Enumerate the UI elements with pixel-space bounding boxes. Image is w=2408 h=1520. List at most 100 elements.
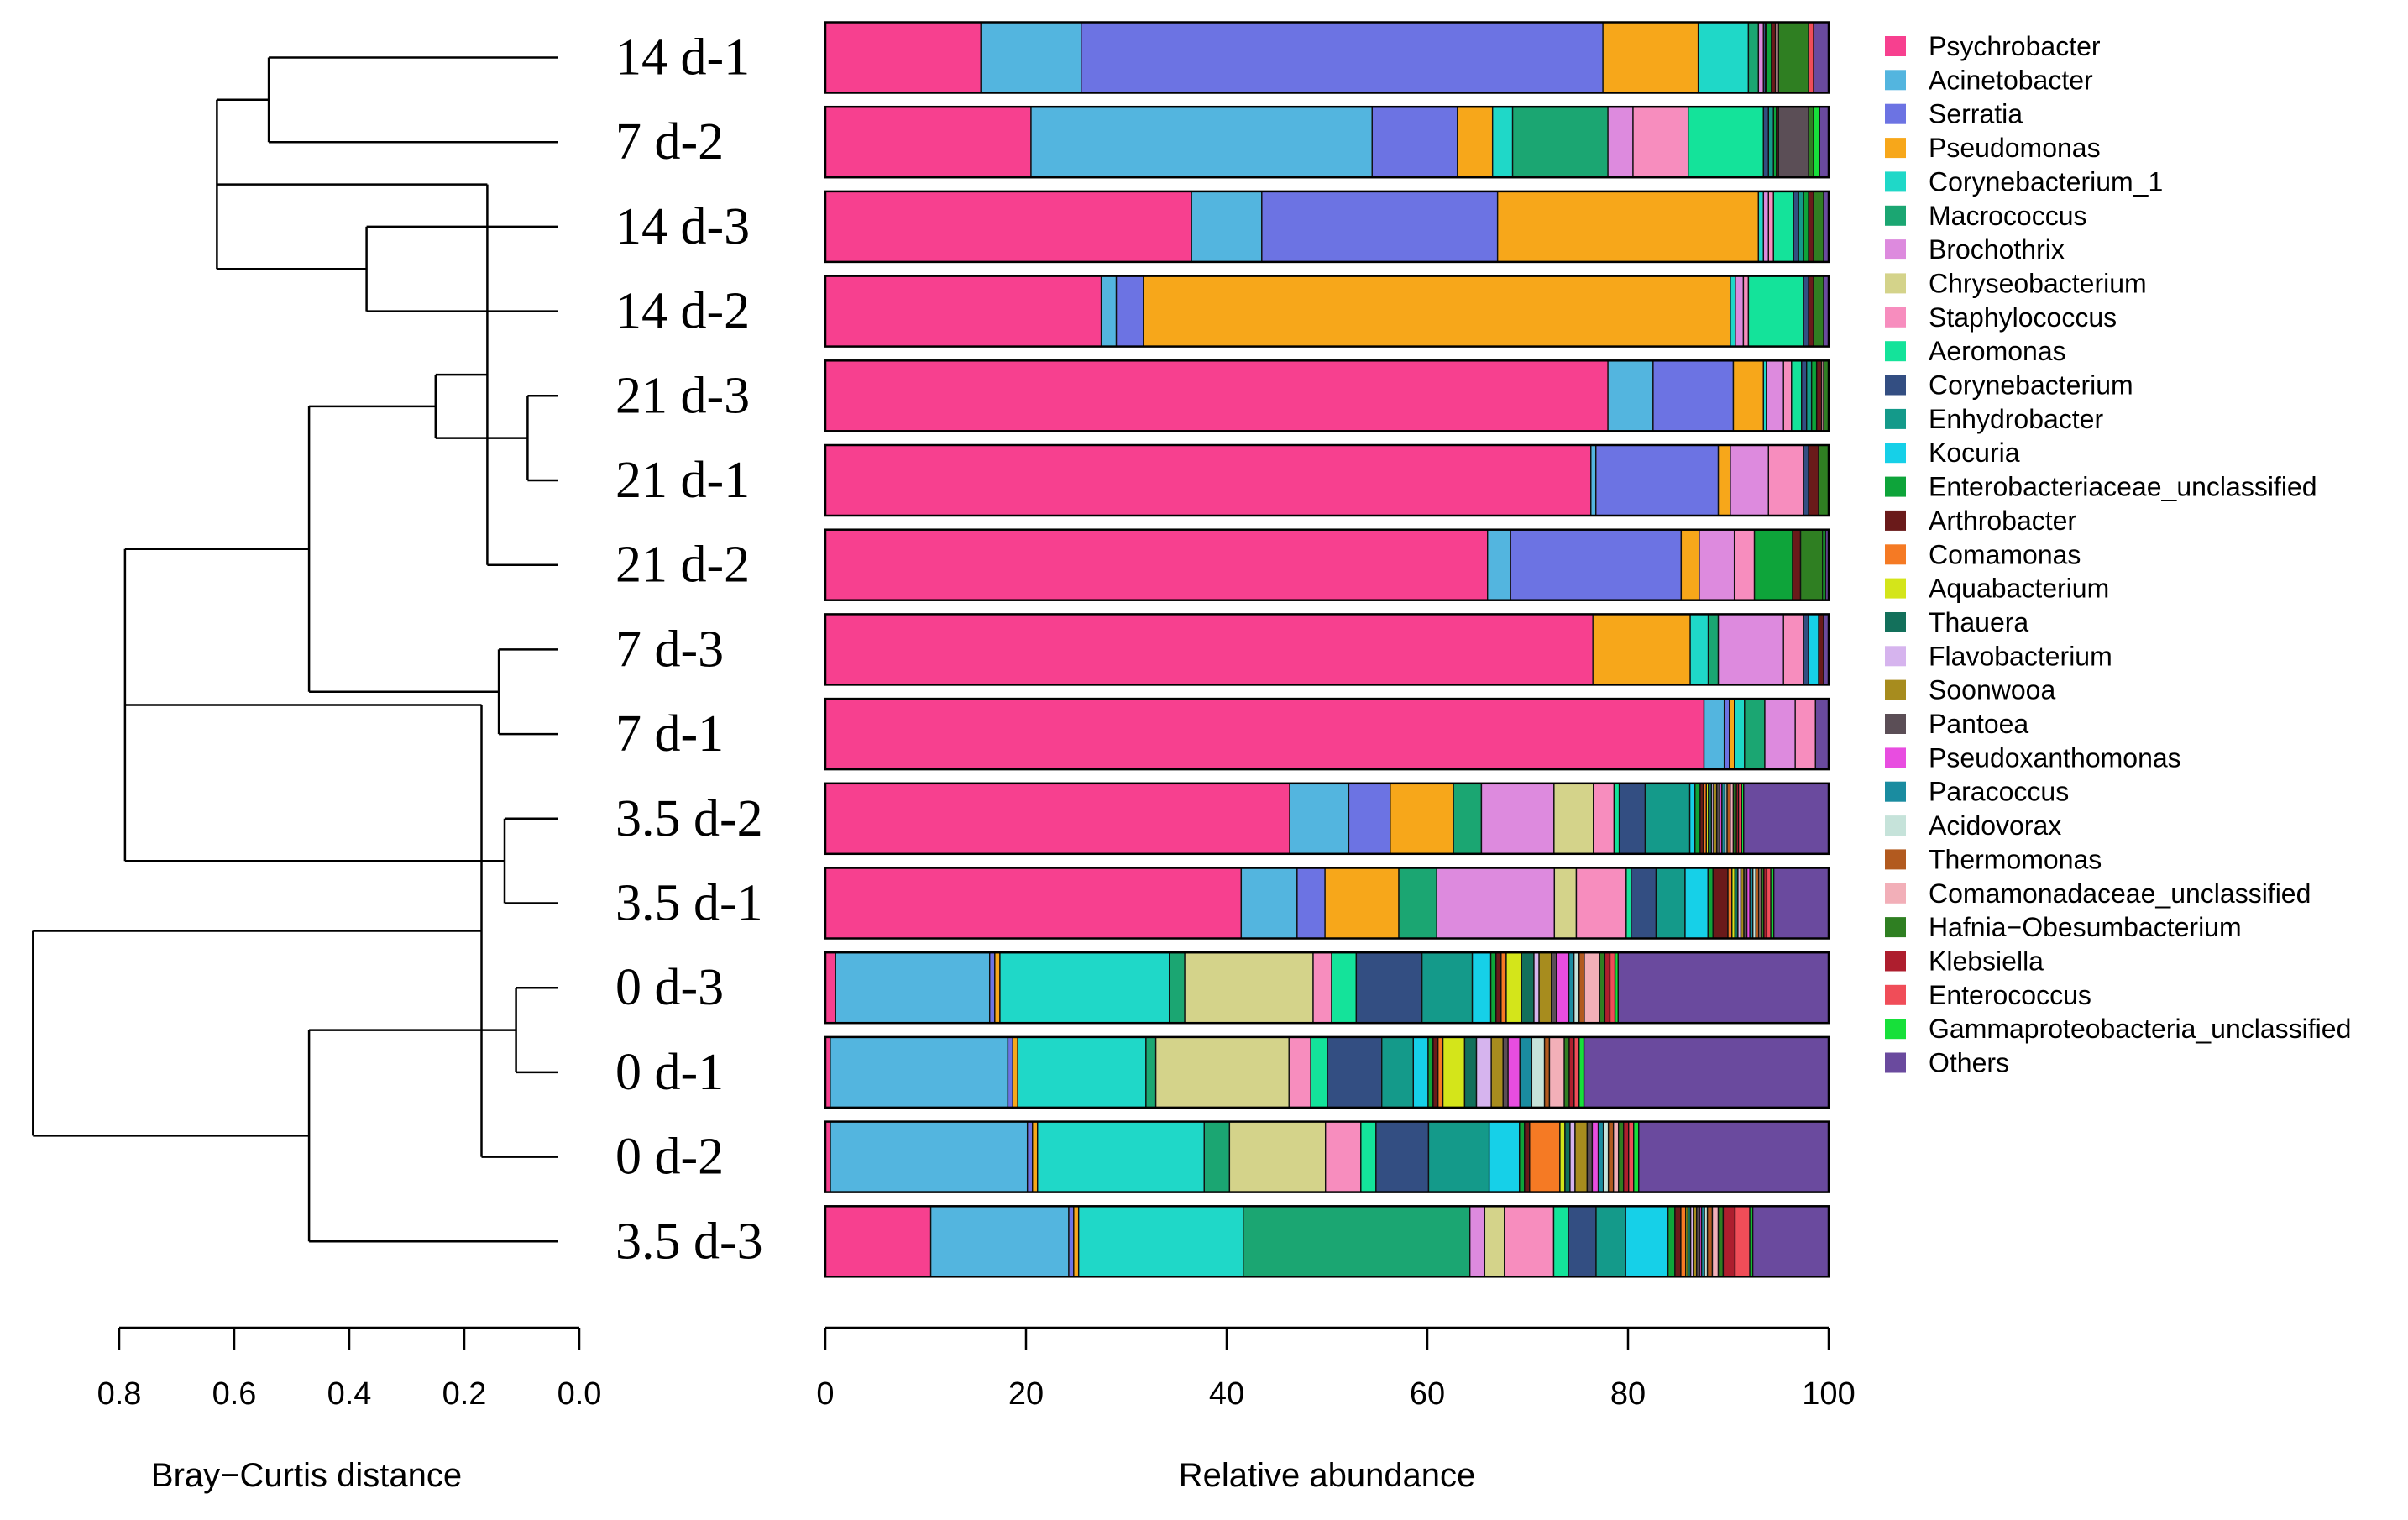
bar-segment [1743, 783, 1830, 855]
bar-segment [1145, 1036, 1157, 1109]
bar-outline [824, 190, 1830, 264]
bar-segment [1371, 106, 1458, 178]
legend-swatch [1885, 883, 1906, 904]
axes: 0.8 0.6 0.4 0.2 0.0 Bray−Curtis distance 0 20 40… [97, 1326, 1856, 1494]
bar-outline [824, 105, 1830, 179]
bar-segment [1766, 359, 1784, 432]
bar-segment [1486, 529, 1511, 601]
bar-segment [1500, 951, 1507, 1024]
bar-segment [980, 21, 1082, 94]
bar-segment [1228, 1120, 1327, 1193]
sample-label: 7 d-2 [615, 113, 724, 170]
bar-segment [1591, 1120, 1599, 1193]
bar-segment [1674, 1205, 1682, 1278]
bar-segment [1813, 275, 1824, 348]
bar-segment [1595, 1205, 1626, 1278]
bar-segment [1505, 951, 1522, 1024]
bar-segment [1777, 106, 1809, 178]
bar-segment [824, 529, 1489, 601]
bar-segment [1510, 529, 1683, 601]
legend-item: Corynebacterium [1885, 370, 2133, 401]
bar-segment [1747, 21, 1760, 94]
bar-segment [1563, 1036, 1570, 1109]
legend-item: Chryseobacterium [1885, 268, 2147, 298]
bar-segment [1496, 191, 1760, 263]
bar-segment [1331, 951, 1358, 1024]
bar-segment [1753, 529, 1793, 601]
legend-item: Gammaproteobacteria_unclassified [1885, 1014, 2351, 1044]
bar-segment [1296, 867, 1326, 940]
legend-label: Psychrobacter [1929, 31, 2101, 61]
bar-segment [1559, 1120, 1566, 1193]
bar-segment [1815, 359, 1823, 432]
bar-segment [1767, 444, 1804, 516]
bar-segment [1427, 1036, 1434, 1109]
bar-segment [1706, 1205, 1714, 1278]
legend-item: Soonwooa [1885, 675, 2055, 705]
bar-segment [1730, 444, 1769, 516]
abundance-tick-label: 40 [1209, 1376, 1244, 1412]
legend-swatch [1885, 205, 1906, 226]
legend-label: Aeromonas [1929, 336, 2066, 366]
sample-label: 14 d-2 [615, 283, 750, 340]
bar-segment [1644, 783, 1691, 855]
bar-segment [824, 867, 1243, 940]
bar-segment [1607, 359, 1654, 432]
bar-segment [1733, 529, 1756, 601]
legend-label: Thermomonas [1929, 844, 2102, 874]
legend-label: Thauera [1929, 607, 2028, 637]
bar-segment [1803, 275, 1809, 348]
bar-outline [824, 1205, 1830, 1278]
bar-segment [1607, 1120, 1615, 1193]
bar-segment [1143, 275, 1731, 348]
bar-segment [1574, 1120, 1589, 1193]
bar-segment [1757, 191, 1765, 263]
bar-segment [1427, 1120, 1490, 1193]
bar-segment [1457, 106, 1494, 178]
bar-segment [1717, 613, 1784, 686]
bar-segment [1568, 951, 1575, 1024]
bar-outline [824, 528, 1830, 601]
bar-segment [1762, 106, 1770, 178]
bar-row [824, 1120, 1830, 1193]
bar-segment [1575, 867, 1627, 940]
bar-segment [1037, 1120, 1205, 1193]
dendrogram-tick-label: 0.8 [97, 1376, 142, 1412]
bar-segment [1622, 1120, 1630, 1193]
bar-segment [1031, 1120, 1039, 1193]
bar-segment [1652, 359, 1735, 432]
bar-segment [1519, 1120, 1526, 1193]
bar-segment [1289, 783, 1350, 855]
bar-segment [1730, 275, 1736, 348]
legend-swatch [1885, 646, 1906, 667]
bar-segment [1471, 951, 1492, 1024]
bar-segment [1703, 698, 1725, 770]
bar-segment [824, 613, 1594, 686]
bar-row [824, 443, 1830, 517]
bar-segment [1324, 1120, 1362, 1193]
bar-segment [1791, 359, 1803, 432]
bar-segment [1432, 1036, 1439, 1109]
bar-segment [988, 951, 996, 1024]
bar-segment [1729, 698, 1735, 770]
bar-segment [1793, 191, 1799, 263]
legend-item: Pseudomonas [1885, 133, 2101, 163]
bar-outline [824, 1120, 1830, 1193]
abundance-tick-label: 60 [1410, 1376, 1445, 1412]
bar-segment [1495, 951, 1502, 1024]
bar-segment [824, 191, 1192, 263]
bar-outline [824, 867, 1830, 940]
bar-segment [824, 275, 1102, 348]
bar-segment [1507, 1036, 1521, 1109]
bar-segment [1766, 21, 1772, 94]
legend-item: Psychrobacter [1885, 31, 2101, 61]
legend-swatch [1885, 849, 1906, 870]
bar-segment [824, 106, 1032, 178]
bar-segment [824, 698, 1705, 770]
legend-swatch [1885, 375, 1906, 396]
bar-segment [1590, 444, 1597, 516]
bar-segment [1764, 698, 1796, 770]
bar-segment [1553, 867, 1578, 940]
dendrogram [32, 56, 558, 1243]
